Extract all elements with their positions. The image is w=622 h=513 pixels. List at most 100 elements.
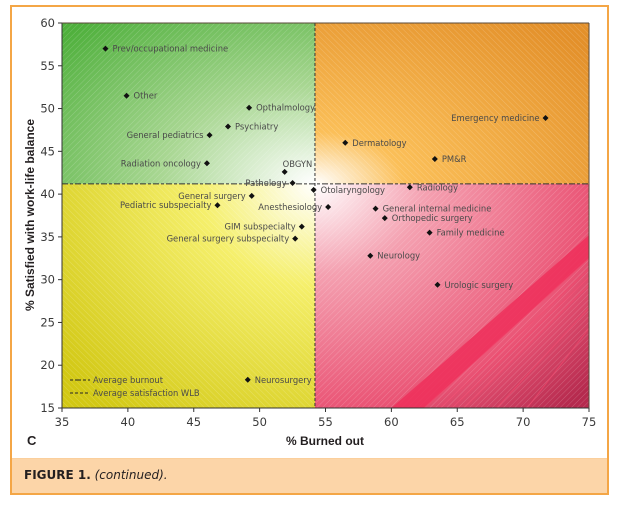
diagonal-streak bbox=[439, 268, 589, 408]
data-point[interactable]: Other bbox=[123, 91, 158, 101]
diagonal-band bbox=[391, 235, 589, 408]
data-point[interactable]: PM&R bbox=[431, 154, 467, 164]
legend: Average burnout Average satisfaction WLB bbox=[70, 375, 200, 398]
diamond-marker-icon bbox=[206, 132, 213, 139]
data-point[interactable]: Otolaryngology bbox=[310, 185, 385, 195]
data-point-label: Pediatric subspecialty bbox=[120, 200, 211, 210]
axes: 35 40 45 50 55 60 65 70 75 15 20 25 30 35 40 45 50 55 60 bbox=[40, 16, 596, 429]
diamond-marker-icon bbox=[325, 203, 332, 210]
diamond-marker-icon bbox=[281, 168, 288, 175]
data-point[interactable]: GIM subspecialty bbox=[224, 222, 305, 232]
data-point[interactable]: Orthopedic surgery bbox=[381, 213, 473, 223]
data-point-label: OBGYN bbox=[283, 159, 313, 169]
data-point-label: General internal medicine bbox=[383, 204, 492, 214]
caption-band: FIGURE 1. (continued). bbox=[12, 458, 607, 493]
data-point[interactable]: OBGYN bbox=[281, 159, 313, 175]
diamond-marker-icon bbox=[426, 229, 433, 236]
data-point[interactable]: Radiology bbox=[406, 182, 458, 192]
data-point-label: Psychiatry bbox=[235, 122, 278, 132]
caption-text: (continued). bbox=[94, 468, 168, 482]
x-tick-label: 75 bbox=[582, 415, 597, 429]
data-point[interactable]: General pediatrics bbox=[127, 130, 213, 140]
data-point[interactable]: General surgery bbox=[178, 191, 255, 201]
diamond-marker-icon bbox=[102, 45, 109, 52]
quadrant-bottom-left-hatch bbox=[62, 183, 315, 408]
diamond-marker-icon bbox=[298, 223, 305, 230]
data-point-label: Emergency medicine bbox=[451, 113, 539, 123]
diamond-marker-icon bbox=[244, 376, 251, 383]
data-point[interactable]: Pathology bbox=[245, 178, 296, 188]
diamond-marker-icon bbox=[406, 184, 413, 191]
y-tick-label: 35 bbox=[40, 230, 55, 244]
data-point-label: PM&R bbox=[442, 154, 467, 164]
figure-caption: FIGURE 1. (continued). bbox=[24, 468, 168, 482]
diamond-marker-icon bbox=[292, 235, 299, 242]
x-tick-label: 45 bbox=[186, 415, 201, 429]
diamond-marker-icon bbox=[381, 215, 388, 222]
quadrant-bottom-right-streaks bbox=[391, 235, 589, 408]
diamond-marker-icon bbox=[203, 160, 210, 167]
diagonal-streak bbox=[451, 276, 589, 408]
y-tick-label: 55 bbox=[40, 59, 55, 73]
data-point-label: Pathology bbox=[245, 178, 286, 188]
data-point-label: General pediatrics bbox=[127, 130, 204, 140]
data-point[interactable]: Psychiatry bbox=[225, 122, 278, 132]
data-point[interactable]: Prev/occupational medicine bbox=[102, 44, 228, 54]
data-point-label: General surgery bbox=[178, 191, 246, 201]
diamond-marker-icon bbox=[225, 123, 232, 130]
y-tick-label: 25 bbox=[40, 315, 55, 329]
y-tick-label: 60 bbox=[40, 16, 55, 30]
diamond-marker-icon bbox=[246, 104, 253, 111]
data-point-label: Anesthesiology bbox=[258, 202, 322, 212]
data-point-label: Otolaryngology bbox=[321, 185, 385, 195]
data-point[interactable]: Urologic surgery bbox=[434, 280, 513, 290]
x-tick-label: 40 bbox=[121, 415, 136, 429]
data-point[interactable]: Radiation oncology bbox=[121, 158, 210, 168]
diagonal-streak bbox=[423, 257, 589, 408]
quadrant-backgrounds bbox=[62, 23, 589, 408]
y-tick-label: 50 bbox=[40, 102, 55, 116]
data-point[interactable]: Pediatric subspecialty bbox=[120, 200, 221, 210]
data-point[interactable]: General internal medicine bbox=[372, 204, 492, 214]
diamond-marker-icon bbox=[372, 205, 379, 212]
data-point-label: Dermatology bbox=[352, 138, 406, 148]
data-point-label: Neurosurgery bbox=[255, 375, 312, 385]
data-points: Prev/occupational medicine Other Opthalmol… bbox=[102, 44, 549, 385]
x-tick-label: 65 bbox=[450, 415, 465, 429]
data-point-label: Radiology bbox=[417, 182, 458, 192]
x-tick-label: 50 bbox=[252, 415, 267, 429]
data-point[interactable]: Neurology bbox=[367, 251, 420, 261]
data-point[interactable]: Family medicine bbox=[426, 228, 505, 238]
diamond-marker-icon bbox=[123, 92, 130, 99]
x-tick-label: 70 bbox=[516, 415, 531, 429]
data-point-label: Neurology bbox=[377, 251, 420, 261]
diamond-marker-icon bbox=[431, 156, 438, 163]
x-tick-label: 35 bbox=[55, 415, 70, 429]
diamond-marker-icon bbox=[289, 179, 296, 186]
data-point[interactable]: Opthalmology bbox=[246, 103, 315, 113]
diamond-marker-icon bbox=[310, 186, 317, 193]
data-point[interactable]: General surgery subspecialty bbox=[167, 234, 299, 244]
data-point-label: Urologic surgery bbox=[444, 280, 513, 290]
data-point[interactable]: Neurosurgery bbox=[244, 375, 312, 385]
data-point[interactable]: Anesthesiology bbox=[258, 202, 332, 212]
data-point[interactable]: Emergency medicine bbox=[451, 113, 549, 123]
quadrant-top-right-hatch bbox=[314, 23, 589, 184]
data-point-label: General surgery subspecialty bbox=[167, 234, 290, 244]
x-tick-label: 55 bbox=[318, 415, 333, 429]
data-point[interactable]: Dermatology bbox=[342, 138, 407, 148]
y-tick-label: 30 bbox=[40, 273, 55, 287]
x-axis-title: % Burned out bbox=[286, 434, 364, 448]
data-point-label: Opthalmology bbox=[256, 103, 315, 113]
x-tick-label: 60 bbox=[384, 415, 399, 429]
y-tick-label: 15 bbox=[40, 401, 55, 415]
reference-lines bbox=[62, 23, 589, 408]
data-point-label: Orthopedic surgery bbox=[392, 213, 473, 223]
diagonal-streak bbox=[526, 328, 589, 408]
y-tick-label: 20 bbox=[40, 358, 55, 372]
data-point-label: Prev/occupational medicine bbox=[112, 44, 228, 54]
diamond-marker-icon bbox=[342, 139, 349, 146]
y-axis-title: % Satisfied with work-life balance bbox=[23, 119, 37, 311]
diamond-marker-icon bbox=[367, 252, 374, 259]
diagonal-streak bbox=[496, 307, 589, 408]
